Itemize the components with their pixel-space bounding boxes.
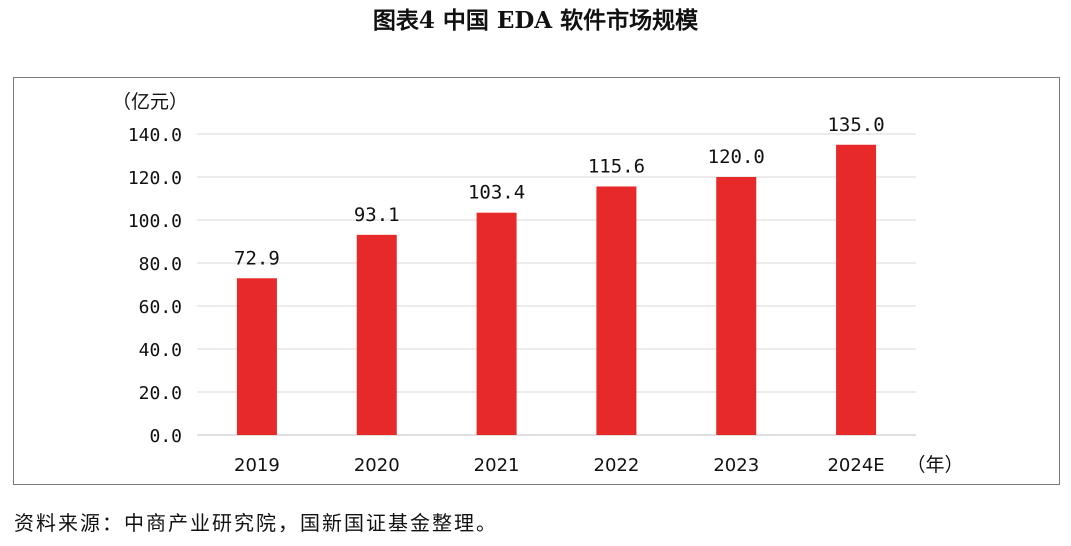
- bar-2023: [716, 177, 757, 435]
- x-tick-label: 2024E: [827, 455, 884, 476]
- y-tick-label: 80.0: [139, 254, 182, 275]
- source-note: 资料来源：中商产业研究院，国新国证基金整理。: [14, 511, 498, 535]
- y-tick-label: 20.0: [139, 383, 182, 404]
- chart-title: 图表4 中国 EDA 软件市场规模: [372, 7, 699, 34]
- data-label: 115.6: [588, 155, 645, 177]
- bar-2024E: [836, 144, 877, 435]
- y-tick-label: 140.0: [128, 125, 182, 146]
- data-label: 103.4: [468, 182, 525, 204]
- x-tick-label: 2022: [594, 455, 640, 476]
- x-tick-label: 2019: [234, 455, 280, 476]
- y-axis-unit-label: （亿元）: [112, 91, 188, 113]
- x-tick-label: 2020: [354, 455, 400, 476]
- y-tick-label: 0.0: [149, 426, 182, 447]
- y-tick-label: 120.0: [128, 168, 182, 189]
- y-tick-label: 60.0: [139, 297, 182, 318]
- data-label: 135.0: [827, 114, 884, 136]
- x-tick-label: 2023: [713, 455, 759, 476]
- bar-2021: [476, 212, 517, 435]
- y-tick-label: 100.0: [128, 211, 182, 232]
- bar-2020: [356, 234, 397, 435]
- x-axis-unit-label: （年）: [906, 454, 963, 476]
- data-label: 72.9: [234, 247, 280, 269]
- x-tick-label: 2021: [474, 455, 520, 476]
- y-tick-label: 40.0: [139, 340, 182, 361]
- chart-frame: [13, 77, 1060, 485]
- data-label: 120.0: [708, 146, 765, 168]
- bar-2019: [236, 278, 277, 435]
- bar-2022: [596, 186, 637, 435]
- data-label: 93.1: [354, 204, 400, 226]
